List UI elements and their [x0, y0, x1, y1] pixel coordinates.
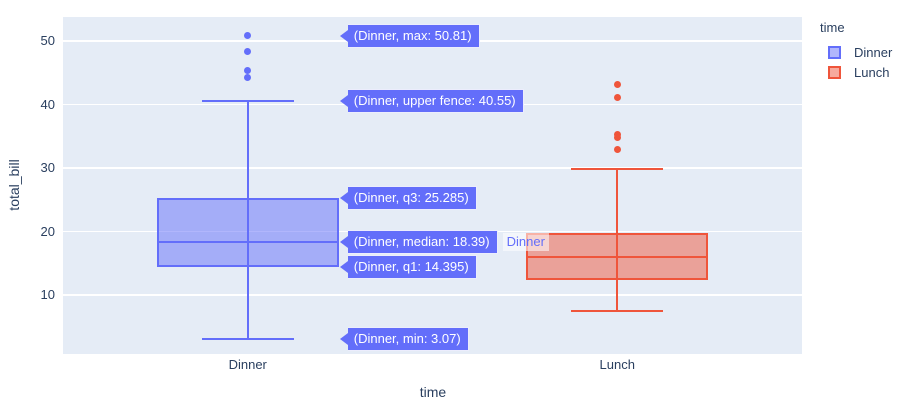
- gridline: [63, 40, 802, 42]
- box-dinner[interactable]: [156, 197, 339, 268]
- y-tick-label: 50: [40, 33, 55, 49]
- gridline: [63, 103, 802, 106]
- plot-area[interactable]: [63, 17, 802, 354]
- legend-item-label: Dinner: [854, 44, 893, 60]
- y-tick-label: 30: [40, 160, 55, 176]
- outlier-point[interactable]: [244, 73, 252, 81]
- outlier-point[interactable]: [244, 48, 252, 56]
- legend-item-label: Lunch: [854, 64, 890, 80]
- legend: time Dinner Lunch: [818, 20, 892, 82]
- outlier-point[interactable]: [613, 81, 621, 89]
- outlier-point[interactable]: [613, 134, 621, 142]
- lower-fence-cap: [201, 337, 294, 340]
- median-line: [526, 255, 709, 258]
- outlier-point[interactable]: [613, 146, 621, 154]
- gridline: [63, 294, 802, 296]
- x-tick-label: Lunch: [599, 357, 635, 372]
- y-tick-label: 10: [40, 286, 55, 302]
- x-tick-label: Dinner: [228, 357, 267, 372]
- legend-item-dinner[interactable]: Dinner: [818, 42, 892, 62]
- outlier-point[interactable]: [244, 32, 252, 40]
- lunch-swatch-icon: [828, 65, 841, 79]
- legend-title: time: [820, 20, 845, 35]
- legend-item-lunch[interactable]: Lunch: [818, 62, 892, 82]
- upper-fence-cap: [201, 100, 294, 103]
- dinner-swatch-icon: [828, 45, 841, 59]
- outlier-point[interactable]: [244, 67, 252, 75]
- upper-fence-cap: [571, 168, 664, 171]
- outlier-point[interactable]: [613, 93, 621, 101]
- y-tick-label: 20: [40, 223, 55, 239]
- median-line: [156, 240, 339, 243]
- gridline: [63, 167, 802, 169]
- x-axis-title: time: [419, 384, 447, 400]
- y-tick-label: 40: [40, 96, 55, 112]
- lower-fence-cap: [571, 309, 664, 312]
